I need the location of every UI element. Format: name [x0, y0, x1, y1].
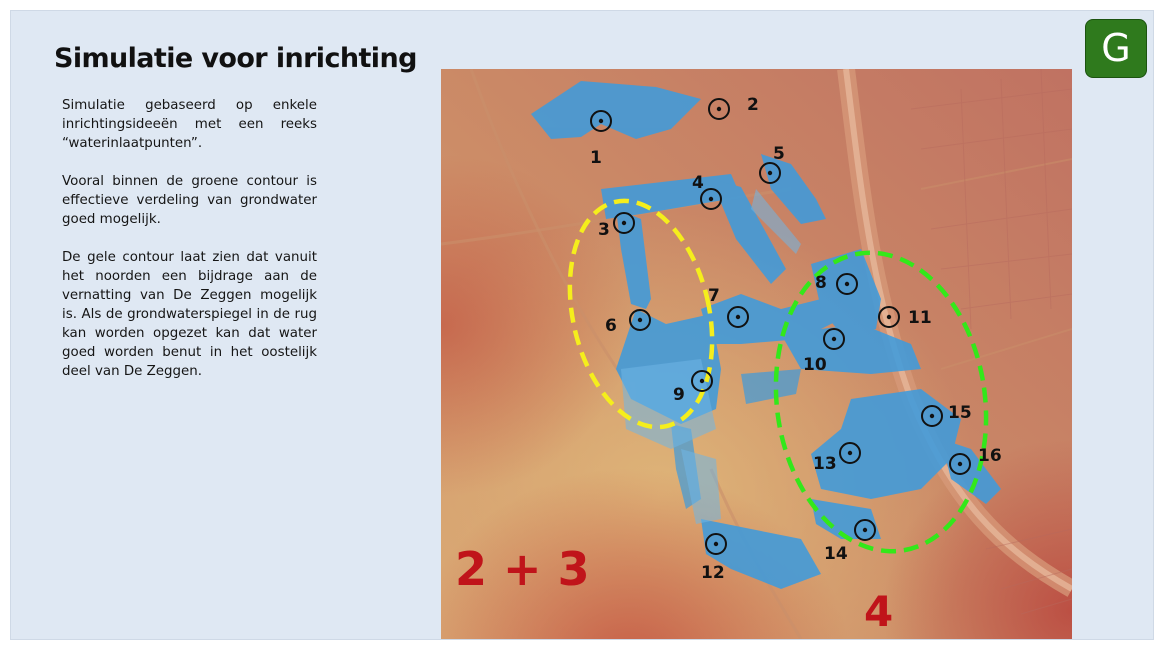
inlet-point-9: 9: [673, 370, 713, 405]
inlet-point-1: 1: [590, 110, 612, 168]
inlet-marker-dot: [716, 106, 722, 112]
inlet-label: 4: [692, 173, 704, 193]
inlet-point-4: 4: [692, 173, 722, 210]
inlet-marker-dot: [957, 461, 963, 467]
inlet-marker-icon: [691, 370, 713, 392]
inlet-label: 15: [948, 403, 972, 423]
inlet-point-10: 10: [803, 328, 845, 375]
inlet-point-11: 11: [878, 306, 932, 328]
inlet-marker-icon: [727, 306, 749, 328]
inlet-marker-dot: [699, 378, 705, 384]
inlet-marker-dot: [862, 527, 868, 533]
inlet-marker-dot: [831, 336, 837, 342]
inlet-label: 6: [605, 316, 617, 336]
inlet-marker-dot: [844, 281, 850, 287]
inlet-point-3: 3: [598, 212, 635, 240]
inlet-point-12: 12: [701, 533, 727, 583]
inlet-marker-dot: [929, 413, 935, 419]
inlet-marker-icon: [700, 188, 722, 210]
inlet-marker-dot: [637, 317, 643, 323]
inlet-label: 10: [803, 355, 827, 375]
inlet-label: 13: [813, 454, 837, 474]
inlet-marker-icon: [921, 405, 943, 427]
inlet-label: 1: [590, 148, 602, 168]
inlet-point-7: 7: [708, 286, 749, 328]
inlet-marker-icon: [878, 306, 900, 328]
inlet-marker-icon: [949, 453, 971, 475]
inlet-marker-dot: [847, 450, 853, 456]
inlet-marker-icon: [854, 519, 876, 541]
inlet-marker-icon: [839, 442, 861, 464]
inlet-marker-dot: [735, 314, 741, 320]
paragraph-yellow-contour: De gele contour laat zien dat vanuit het…: [62, 250, 317, 379]
inlet-marker-dot: [713, 541, 719, 547]
inlet-point-2: 2: [708, 95, 759, 120]
inlet-point-13: 13: [813, 442, 861, 474]
inlet-point-14: 14: [824, 519, 876, 564]
inlet-label: 7: [708, 286, 720, 306]
scenario-label-4: 4: [864, 587, 893, 636]
inlet-point-5: 5: [759, 144, 785, 184]
inlet-label: 14: [824, 544, 848, 564]
inlet-label: 11: [908, 308, 932, 328]
inlet-point-16: 16: [949, 446, 1002, 475]
scenario-label-2-3: 2 + 3: [455, 542, 590, 596]
paragraph-green-contour: Vooral binnen de groene contour is effec…: [62, 174, 317, 227]
inlet-marker-icon: [708, 98, 730, 120]
inlet-label: 9: [673, 385, 685, 405]
paragraph-simulation: Simulatie gebaseerd op enkele inrichting…: [62, 98, 317, 151]
inlet-marker-icon: [836, 273, 858, 295]
inlet-point-15: 15: [921, 403, 972, 427]
inlet-label: 3: [598, 220, 610, 240]
inlet-label: 16: [978, 446, 1002, 466]
inlet-marker-icon: [705, 533, 727, 555]
inlet-marker-dot: [886, 314, 892, 320]
inlet-label: 2: [747, 95, 759, 115]
inlet-marker-icon: [823, 328, 845, 350]
yellow-contour: [567, 198, 715, 430]
inlet-point-8: 8: [815, 273, 858, 295]
urban-area: [910, 69, 1072, 615]
slide-title: Simulatie voor inrichting: [54, 43, 417, 74]
inlet-marker-icon: [759, 162, 781, 184]
green-contour: [773, 250, 989, 554]
inlet-marker-dot: [708, 196, 714, 202]
inlet-marker-icon: [629, 309, 651, 331]
inlet-marker-icon: [613, 212, 635, 234]
inlet-marker-icon: [590, 110, 612, 132]
inlet-marker-dot: [598, 118, 604, 124]
description-text: Simulatie gebaseerd op enkele inrichting…: [62, 96, 317, 400]
inlet-marker-dot: [767, 170, 773, 176]
inlet-label: 5: [773, 144, 785, 164]
inlet-label: 12: [701, 563, 725, 583]
simulation-map: 1 2 3 4 5 6 7 8 9 10 11 12 13 14 15 16 2 + 3 4: [441, 69, 1072, 639]
inlet-label: 8: [815, 273, 827, 293]
g-logo-icon: G: [1086, 20, 1146, 77]
inlet-marker-dot: [621, 220, 627, 226]
inlet-point-6: 6: [605, 309, 651, 336]
slide: Simulatie voor inrichting Simulatie geba…: [10, 10, 1154, 640]
